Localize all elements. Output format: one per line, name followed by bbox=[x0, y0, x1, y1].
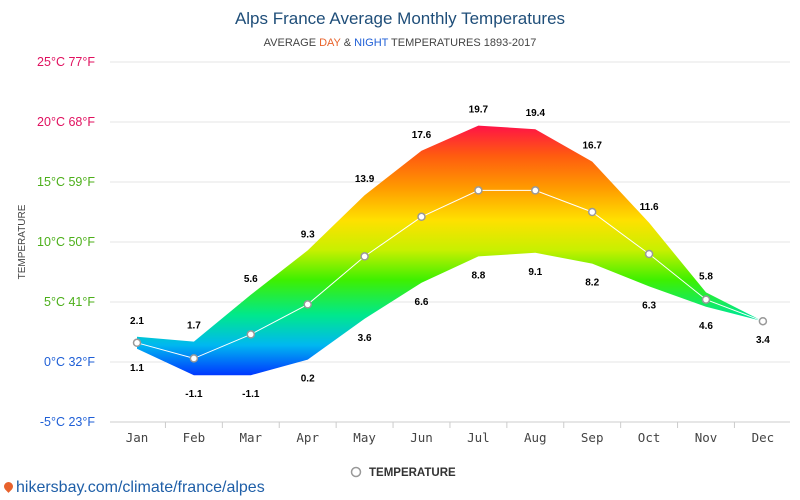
temperature-marker bbox=[246, 330, 256, 339]
x-tick-label: Apr bbox=[296, 430, 319, 445]
temperature-line bbox=[136, 189, 764, 359]
x-tick-label: Jul bbox=[467, 430, 490, 445]
temperature-marker bbox=[474, 186, 483, 195]
day-value-label: 5.6 bbox=[244, 274, 258, 285]
y-tick-label: 15°C 59°F bbox=[37, 175, 95, 189]
y-tick-label: 25°C 77°F bbox=[37, 55, 95, 69]
night-value-label: 4.6 bbox=[699, 321, 713, 332]
x-tick-label: Mar bbox=[240, 430, 263, 445]
y-tick-label: 0°C 32°F bbox=[44, 355, 95, 369]
day-value-label: 16.7 bbox=[582, 141, 602, 152]
day-value-label: 19.4 bbox=[526, 108, 546, 119]
night-value-label: -1.1 bbox=[242, 389, 260, 400]
temperature-marker bbox=[644, 249, 654, 259]
x-tick-label: Oct bbox=[638, 430, 661, 445]
subtitle-night: NIGHT bbox=[354, 37, 389, 49]
night-value-label: 6.3 bbox=[642, 300, 656, 311]
temperature-marker bbox=[758, 316, 768, 326]
x-tick-label: Feb bbox=[183, 430, 206, 445]
night-value-label: 3.4 bbox=[756, 335, 770, 346]
day-night-range-area bbox=[137, 125, 763, 376]
day-value-label: 17.6 bbox=[412, 130, 432, 141]
day-value-label: 1.7 bbox=[187, 321, 201, 332]
y-tick-labels: 25°C 77°F 20°C 68°F 15°C 59°F 10°C 50°F 5°C … bbox=[37, 55, 95, 429]
source-credit-text: hikersbay.com/climate/france/alpes bbox=[16, 479, 265, 496]
subtitle-suffix: TEMPERATURES 1893-2017 bbox=[388, 37, 536, 49]
temperature-marker bbox=[701, 295, 711, 304]
night-value-label: 3.6 bbox=[358, 333, 372, 344]
temperature-marker bbox=[303, 300, 312, 309]
day-value-label: 13.9 bbox=[355, 174, 375, 185]
subtitle-day: DAY bbox=[319, 37, 341, 49]
day-value-label: 9.3 bbox=[301, 229, 315, 240]
day-value-label: 19.7 bbox=[469, 105, 489, 116]
night-value-label: -1.1 bbox=[185, 389, 203, 400]
x-tick-labels: Jan Feb Mar Apr May Jun Jul Aug Sep Oct Nov Dec bbox=[110, 421, 790, 445]
day-value-label: 11.6 bbox=[640, 202, 659, 213]
x-tick-label: May bbox=[353, 430, 376, 445]
temperature-marker bbox=[132, 338, 142, 348]
x-tick-label: Jan bbox=[126, 430, 149, 445]
x-tick-label: Dec bbox=[752, 430, 775, 445]
y-tick-label: -5°C 23°F bbox=[40, 415, 96, 429]
x-tick-label: Nov bbox=[695, 430, 718, 445]
temperature-marker bbox=[417, 212, 426, 222]
night-value-label: 9.1 bbox=[528, 267, 542, 278]
data-labels: 2.1 1.7 5.6 9.3 13.9 17.6 19.7 19.4 16.7 11.6 5.8 1… bbox=[130, 105, 770, 401]
chart-subtitle: AVERAGE DAY & NIGHT TEMPERATURES 1893-20… bbox=[264, 37, 537, 49]
day-value-label: 5.8 bbox=[699, 271, 713, 282]
night-value-label: 8.8 bbox=[471, 270, 485, 281]
subtitle-middle: & bbox=[341, 37, 354, 49]
location-pin-icon bbox=[2, 480, 15, 493]
chart-title: Alps France Average Monthly Temperatures bbox=[235, 9, 565, 28]
y-tick-label: 20°C 68°F bbox=[37, 115, 95, 129]
temperature-marker bbox=[360, 252, 369, 261]
night-value-label: 6.6 bbox=[415, 297, 429, 308]
legend[interactable]: TEMPERATURE bbox=[350, 466, 457, 479]
temperature-marker bbox=[587, 207, 597, 217]
x-tick-label: Sep bbox=[581, 430, 604, 445]
temperature-marker bbox=[531, 186, 540, 195]
y-axis-label: TEMPERATURE bbox=[17, 204, 28, 279]
day-value-label: 2.1 bbox=[130, 316, 144, 327]
legend-marker bbox=[350, 466, 362, 478]
temperature-marker bbox=[189, 354, 199, 363]
night-value-label: 8.2 bbox=[585, 278, 599, 289]
y-tick-label: 10°C 50°F bbox=[37, 235, 95, 249]
legend-label: TEMPERATURE bbox=[369, 467, 456, 479]
temperature-markers bbox=[132, 186, 768, 363]
night-value-label: 0.2 bbox=[301, 374, 315, 385]
subtitle-prefix: AVERAGE bbox=[264, 37, 319, 49]
x-tick-label: Jun bbox=[410, 430, 433, 445]
night-value-label: 1.1 bbox=[130, 363, 144, 374]
x-tick-label: Aug bbox=[524, 430, 547, 445]
y-tick-label: 5°C 41°F bbox=[44, 295, 95, 309]
source-credit[interactable]: hikersbay.com/climate/france/alpes bbox=[2, 479, 265, 497]
